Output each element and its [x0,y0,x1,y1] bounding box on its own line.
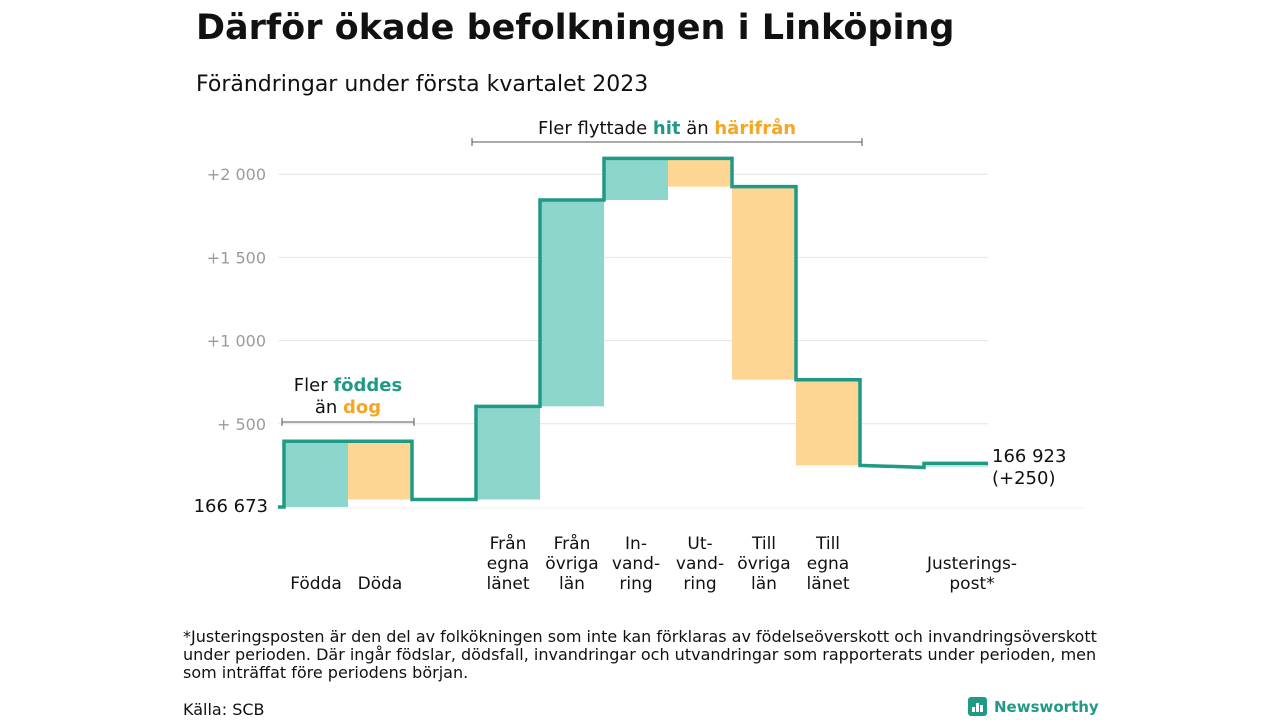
category-label: övriga [737,554,790,574]
category-label: egna [487,554,529,574]
group-annotation: än dog [315,397,381,418]
y-tick-label: + 500 [217,415,266,434]
category-label: vand- [612,554,660,574]
bar-chart-icon [968,697,987,716]
source-label: Källa: SCB [183,700,265,719]
group-annotation: Fler flyttade hit än härifrån [538,117,796,139]
newsworthy-logo: Newsworthy [968,697,1099,716]
annotation-segment: än [315,397,343,418]
category-label: Döda [358,574,403,594]
category-label: post* [949,574,994,594]
bar [732,186,796,380]
end-value-label: 166 923 [992,446,1066,467]
category-label: Från [554,533,591,554]
bar [476,406,540,500]
category-label: Justerings- [926,554,1017,574]
bar [348,441,412,500]
category-label: In- [625,534,647,554]
category-label: Från [490,533,527,554]
annotation-segment: Fler flyttade [538,118,653,139]
group-annotation: Fler föddes [294,375,402,396]
category-label: egna [807,554,849,574]
annotation-segment: hit [653,118,681,139]
annotation-segment: Fler [294,375,334,396]
y-tick-label: +1 500 [207,248,266,267]
bar [796,379,860,466]
category-label: län [559,574,585,594]
bar [924,464,988,468]
bar [284,441,348,507]
bar [540,199,604,407]
chart-subtitle: Förändringar under första kvartalet 2023 [196,72,649,97]
category-label: länet [486,574,529,594]
category-label: övriga [545,554,598,574]
annotation-segment: föddes [333,375,402,396]
waterfall-chart: + 500 +1 000 +1 500 +2 000 166 673 166 923(+2… [194,117,1085,594]
end-change-label: (+250) [992,468,1055,489]
category-label: Ut- [687,534,712,554]
category-label: vand- [676,554,724,574]
bar [668,158,732,187]
cumulative-line [278,156,988,509]
footnote: *Justeringsposten är den del av folkökni… [183,627,1097,682]
category-label: Födda [290,574,342,594]
category-label: ring [683,574,716,594]
start-value-label: 166 673 [194,496,268,517]
category-label: ring [619,574,652,594]
category-label: län [751,574,777,594]
category-label: länet [806,574,849,594]
category-label: Till [815,534,840,554]
y-tick-label: +2 000 [207,165,266,184]
chart-title: Därför ökade befolkningen i Linköping [196,8,955,48]
brand-name: Newsworthy [994,697,1099,716]
annotation-segment: dog [343,397,381,418]
annotation-segment: än [680,118,714,139]
annotation-segment: härifrån [714,117,796,139]
category-label: Till [751,534,776,554]
y-tick-label: +1 000 [207,332,266,351]
bar [604,158,668,200]
